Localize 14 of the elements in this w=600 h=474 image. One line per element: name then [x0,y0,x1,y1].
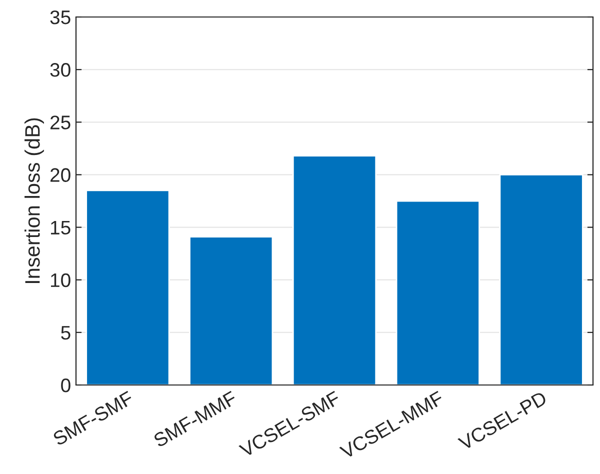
y-tick-label: 25 [50,116,70,130]
y-tick-label: 30 [50,63,70,77]
bar [86,190,170,385]
y-tick-label: 35 [50,10,70,24]
bar [396,200,480,385]
y-tick-label: 0 [61,378,70,392]
bar [499,174,584,385]
y-tick-label: 15 [50,220,70,235]
bar [189,236,274,385]
y-axis-title: Insertion loss (dB) [24,118,44,284]
y-tick-label: 10 [50,273,70,288]
y-tick-label: 20 [50,168,70,182]
bar [292,155,377,385]
y-tick-label: 5 [61,326,70,340]
